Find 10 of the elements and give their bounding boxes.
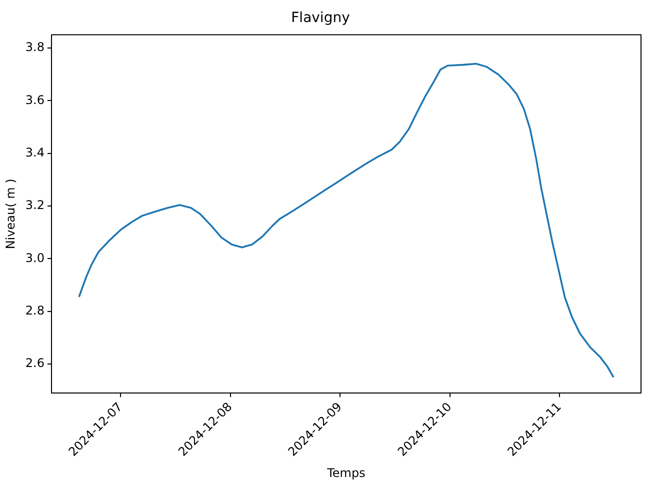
- x-axis-title: Temps: [326, 466, 366, 480]
- y-tick-label: 3.6: [25, 92, 44, 107]
- y-tick-label: 3.8: [25, 40, 44, 54]
- y-tick-label: 2.6: [25, 356, 44, 370]
- y-tick-label: 3.2: [25, 198, 44, 212]
- y-tick-label: 2.8: [25, 304, 44, 318]
- chart-title: Flavigny: [291, 10, 350, 26]
- y-tick-label: 3.4: [25, 145, 44, 160]
- y-axis-title: Niveau( m ): [3, 178, 18, 250]
- y-tick-label: 3.0: [25, 250, 44, 265]
